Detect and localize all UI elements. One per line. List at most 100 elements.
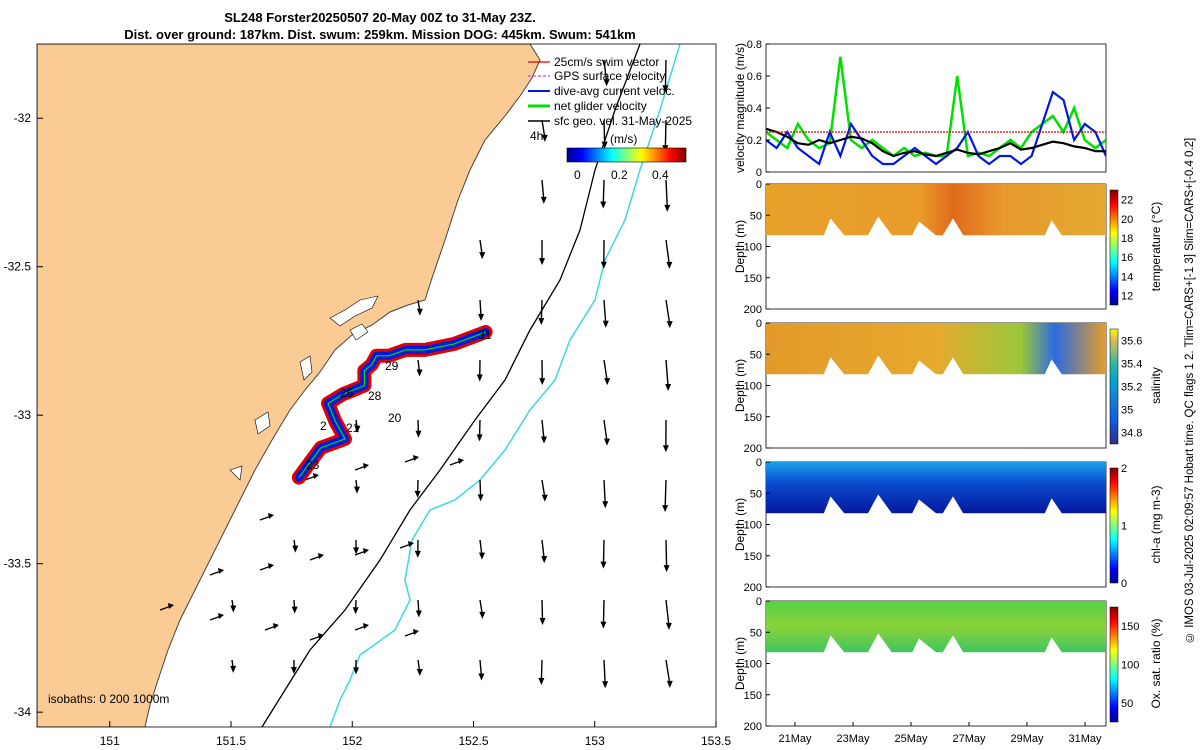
section-clabel: salinity <box>1149 367 1163 404</box>
section-colorbar <box>1109 189 1119 306</box>
section-ylabel: Depth (m) <box>733 220 747 273</box>
geo-vector <box>478 659 485 681</box>
map-xtick-label: 153 <box>585 734 605 748</box>
geo-vector <box>230 599 237 613</box>
isobath-label: isobaths: 0 200 1000m <box>48 692 169 706</box>
section-clabel: Ox. sat. ratio (%) <box>1149 618 1163 708</box>
vel-ytick-label: 0.6 <box>747 71 762 83</box>
section-cbar-tick: 14 <box>1121 271 1133 283</box>
section-ytick-label: 150 <box>744 690 762 702</box>
geo-vector <box>353 479 360 494</box>
geo-vector <box>479 239 486 260</box>
section-ytick-label: 200 <box>744 443 762 455</box>
section-ytick-label: 50 <box>750 488 762 500</box>
section-clabel: chl-a (mg m-3) <box>1149 485 1163 563</box>
day-label-21: 21 <box>346 421 360 435</box>
scale-label: 4h <box>530 129 543 143</box>
geo-vector <box>600 179 607 209</box>
title-line-2: Dist. over ground: 187km. Dist. swum: 25… <box>124 27 636 42</box>
map-axis-ticks: 151 151.5 152 152.5 153 153.5 -32 -32.5 -33 -33.5… <box>4 111 732 748</box>
velocity-frame <box>765 43 1107 173</box>
section-cbar-tick: 35 <box>1121 405 1133 417</box>
net-track <box>298 331 486 478</box>
velocity-panel: 0 0.2 0.4 0.6 0.8 velocity magnitude (m/s) <box>733 39 1107 179</box>
geo-vector <box>476 359 483 382</box>
speed-colorbar <box>566 147 687 163</box>
map-ytick-label: -34 <box>14 705 32 719</box>
geo-vector <box>353 539 360 555</box>
geo-vector <box>209 568 224 576</box>
section-colorbar <box>1109 328 1119 445</box>
day-labels: 31 29 28 26 20 21 23 2 <box>306 328 492 472</box>
geo-vector <box>476 419 483 442</box>
section-cbar-tick: 22 <box>1121 195 1133 207</box>
geo-vector <box>304 473 319 481</box>
map-legend: 25cm/s swim vector GPS surface velocity … <box>528 55 692 182</box>
geo-vector <box>309 633 324 641</box>
geo-vector <box>478 539 485 560</box>
geo-vector <box>602 299 609 328</box>
geo-vector <box>662 59 669 93</box>
section-ytick-label: 100 <box>744 520 762 532</box>
vel-ytick-label: 0.8 <box>747 39 762 51</box>
geo-vector <box>449 458 464 466</box>
map-xtick-label: 152.5 <box>458 734 488 748</box>
section-cbar-tick: 0 <box>1121 578 1127 590</box>
section-ytick-label: 100 <box>744 242 762 254</box>
time-tick-label: 27May <box>952 733 986 745</box>
map-frame <box>36 43 717 728</box>
section-data <box>766 462 1106 514</box>
map-ytick-label: -33 <box>14 408 32 422</box>
day-label-26: 26 <box>340 386 354 400</box>
geo-vector <box>540 179 547 204</box>
cbar-tick-2: 0.4 <box>652 168 669 182</box>
legend-net: net glider velocity <box>554 99 647 113</box>
geo-vector <box>603 59 610 87</box>
geo-vector <box>354 463 369 471</box>
geo-vector <box>541 539 548 564</box>
geo-vector <box>664 179 671 212</box>
velocity-series <box>766 56 1106 166</box>
geo-vector <box>601 119 608 149</box>
geo-vector <box>600 239 607 269</box>
geo-vector <box>209 613 224 621</box>
geo-vector <box>404 629 419 637</box>
section-ylabel: Depth (m) <box>733 498 747 551</box>
legend-gps: GPS surface velocity <box>554 69 665 83</box>
geo-vector <box>603 419 610 446</box>
colorbar-units: (m/s) <box>610 132 637 146</box>
geo-vector <box>354 548 369 556</box>
section-data <box>766 601 1106 653</box>
geo-vector <box>290 659 297 674</box>
time-axis: 21May 23May 25May 27May 29May 31May <box>778 722 1102 745</box>
geo-vector <box>354 419 361 433</box>
vel-series-dive-avg-current-veloc- <box>766 90 1106 166</box>
section-ytick-label: 0 <box>756 457 762 469</box>
geo-vector <box>478 299 485 322</box>
section-cbar-tick: 18 <box>1121 233 1133 245</box>
section-cbar-tick: 35.4 <box>1121 359 1142 371</box>
geo-vector <box>541 119 548 142</box>
section-clabel: temperature (°C) <box>1149 202 1163 292</box>
section-salinity: 0 50 100 150 200 Depth (m) 34.8 35 35.2 35.4 35.6 s… <box>733 318 1163 455</box>
geo-vector <box>665 359 672 391</box>
geo-vector <box>309 553 324 561</box>
day-label-23: 23 <box>306 458 320 472</box>
geo-vector <box>353 659 360 675</box>
section-ytick-label: 0 <box>756 318 762 330</box>
section-colorbar <box>1109 606 1119 723</box>
day-label-29: 29 <box>385 359 399 373</box>
geo-vector <box>292 539 299 553</box>
section-ytick-label: 100 <box>744 381 762 393</box>
geo-vector <box>416 359 423 377</box>
section-cbar-tick: 34.8 <box>1121 428 1142 440</box>
lakes <box>229 295 379 481</box>
legend-swim: 25cm/s swim vector <box>554 55 659 69</box>
geo-vector <box>540 419 547 444</box>
legend-geo: sfc geo. vel. 31-May-2025 <box>554 114 692 128</box>
cbar-tick-1: 0.2 <box>611 168 628 182</box>
time-tick-label: 23May <box>836 733 870 745</box>
geo-vector <box>665 659 673 688</box>
